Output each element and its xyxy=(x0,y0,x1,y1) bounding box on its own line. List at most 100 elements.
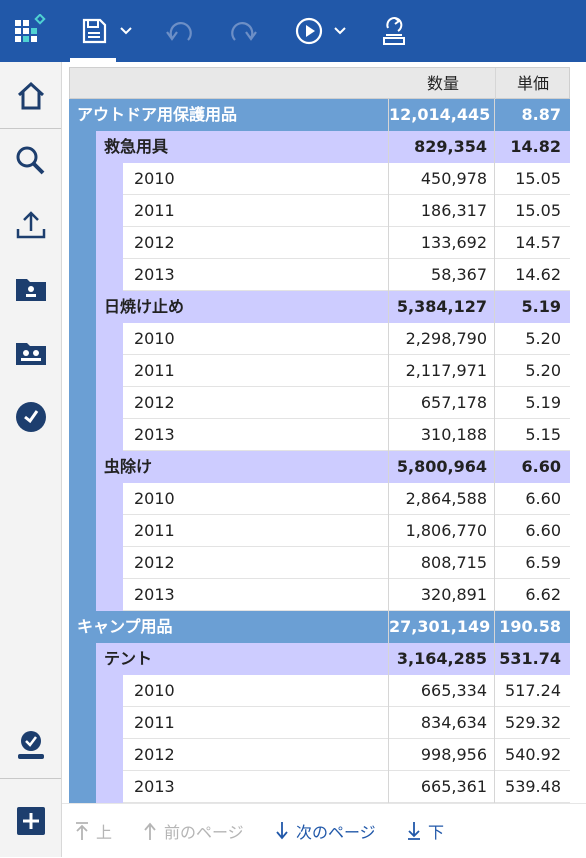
year-unit-price[interactable]: 6.59 xyxy=(525,553,561,572)
year-quantity[interactable]: 450,978 xyxy=(420,169,487,188)
chevron-down-icon[interactable] xyxy=(330,0,350,62)
search-icon[interactable] xyxy=(0,132,61,190)
year-quantity[interactable]: 808,715 xyxy=(420,553,487,572)
year-unit-price[interactable]: 540.92 xyxy=(505,745,561,764)
redo-icon[interactable] xyxy=(223,0,263,62)
first-page-button[interactable]: 上 xyxy=(74,804,112,858)
year-unit-price[interactable]: 5.19 xyxy=(525,393,561,412)
category-unit-price[interactable]: 8.87 xyxy=(521,105,561,124)
my-content-icon[interactable] xyxy=(0,260,61,318)
year-label[interactable]: 2012 xyxy=(134,745,175,764)
year-label[interactable]: 2010 xyxy=(134,169,175,188)
year-quantity[interactable]: 2,298,790 xyxy=(405,329,487,348)
subcategory-quantity[interactable]: 5,384,127 xyxy=(396,297,487,316)
year-label[interactable]: 2012 xyxy=(134,393,175,412)
year-quantity[interactable]: 310,188 xyxy=(420,425,487,444)
year-label[interactable]: 2013 xyxy=(134,777,175,796)
year-unit-price[interactable]: 14.62 xyxy=(515,265,561,284)
year-row[interactable]: 2011 2,117,971 5.20 xyxy=(69,355,570,387)
year-label[interactable]: 2010 xyxy=(134,489,175,508)
year-label[interactable]: 2010 xyxy=(134,681,175,700)
year-quantity[interactable]: 320,891 xyxy=(420,585,487,604)
category-row[interactable]: アウトドア用保護用品 12,014,445 8.87 xyxy=(69,99,570,131)
year-row[interactable]: 2010 665,334 517.24 xyxy=(69,675,570,707)
subcategory-label[interactable]: テント xyxy=(104,649,153,668)
new-icon[interactable] xyxy=(0,792,61,850)
year-row[interactable]: 2010 2,298,790 5.20 xyxy=(69,323,570,355)
subcategory-unit-price[interactable]: 531.74 xyxy=(499,649,561,668)
column-header-unit-price[interactable]: 単価 xyxy=(516,74,549,93)
chevron-down-icon[interactable] xyxy=(116,0,136,62)
year-unit-price[interactable]: 529.32 xyxy=(505,713,561,732)
year-label[interactable]: 2012 xyxy=(134,233,175,252)
subcategory-row[interactable]: 日焼け止め 5,384,127 5.19 xyxy=(69,291,570,323)
year-unit-price[interactable]: 5.20 xyxy=(525,329,561,348)
category-unit-price[interactable]: 190.58 xyxy=(499,617,561,636)
category-row[interactable]: キャンプ用品 27,301,149 190.58 xyxy=(69,611,570,643)
year-row[interactable]: 2011 186,317 15.05 xyxy=(69,195,570,227)
subcategory-quantity[interactable]: 829,354 xyxy=(414,137,487,156)
recent-icon[interactable] xyxy=(0,388,61,446)
year-label[interactable]: 2013 xyxy=(134,265,175,284)
year-row[interactable]: 2013 310,188 5.15 xyxy=(69,419,570,451)
subcategory-row[interactable]: 救急用具 829,354 14.82 xyxy=(69,131,570,163)
year-label[interactable]: 2013 xyxy=(134,585,175,604)
year-row[interactable]: 2013 665,361 539.48 xyxy=(69,771,570,803)
year-quantity[interactable]: 2,117,971 xyxy=(405,361,487,380)
subcategory-row[interactable]: テント 3,164,285 531.74 xyxy=(69,643,570,675)
run-icon[interactable] xyxy=(290,0,328,62)
subcategory-label[interactable]: 虫除け xyxy=(104,457,153,476)
year-row[interactable]: 2013 320,891 6.62 xyxy=(69,579,570,611)
subcategory-quantity[interactable]: 5,800,964 xyxy=(396,457,487,476)
export-icon[interactable] xyxy=(374,0,414,62)
my-account-icon[interactable] xyxy=(0,716,61,774)
app-logo-icon[interactable] xyxy=(6,0,54,62)
next-page-button[interactable]: 次のページ xyxy=(274,804,376,858)
year-label[interactable]: 2013 xyxy=(134,425,175,444)
year-quantity[interactable]: 1,806,770 xyxy=(405,521,487,540)
year-label[interactable]: 2011 xyxy=(134,521,175,540)
year-row[interactable]: 2010 2,864,588 6.60 xyxy=(69,483,570,515)
year-quantity[interactable]: 998,956 xyxy=(420,745,487,764)
previous-page-button[interactable]: 前のページ xyxy=(142,804,244,858)
team-content-icon[interactable] xyxy=(0,324,61,382)
year-quantity[interactable]: 834,634 xyxy=(420,713,487,732)
year-unit-price[interactable]: 6.60 xyxy=(525,489,561,508)
home-icon[interactable] xyxy=(0,67,61,125)
year-quantity[interactable]: 58,367 xyxy=(431,265,487,284)
undo-icon[interactable] xyxy=(160,0,200,62)
year-unit-price[interactable]: 14.57 xyxy=(515,233,561,252)
year-unit-price[interactable]: 5.15 xyxy=(525,425,561,444)
year-quantity[interactable]: 665,361 xyxy=(420,777,487,796)
category-label[interactable]: アウトドア用保護用品 xyxy=(77,105,238,124)
year-label[interactable]: 2011 xyxy=(134,713,175,732)
year-unit-price[interactable]: 15.05 xyxy=(515,169,561,188)
year-label[interactable]: 2010 xyxy=(134,329,175,348)
category-label[interactable]: キャンプ用品 xyxy=(77,617,173,636)
category-quantity[interactable]: 12,014,445 xyxy=(389,105,491,124)
subcategory-quantity[interactable]: 3,164,285 xyxy=(396,649,487,668)
year-row[interactable]: 2012 133,692 14.57 xyxy=(69,227,570,259)
year-quantity[interactable]: 186,317 xyxy=(420,201,487,220)
subcategory-label[interactable]: 救急用具 xyxy=(104,137,169,156)
subcategory-unit-price[interactable]: 5.19 xyxy=(521,297,561,316)
year-unit-price[interactable]: 6.60 xyxy=(525,521,561,540)
year-unit-price[interactable]: 6.62 xyxy=(525,585,561,604)
year-row[interactable]: 2013 58,367 14.62 xyxy=(69,259,570,291)
year-label[interactable]: 2011 xyxy=(134,201,175,220)
year-quantity[interactable]: 2,864,588 xyxy=(405,489,487,508)
year-label[interactable]: 2012 xyxy=(134,553,175,572)
year-unit-price[interactable]: 15.05 xyxy=(515,201,561,220)
subcategory-unit-price[interactable]: 6.60 xyxy=(521,457,561,476)
subcategory-unit-price[interactable]: 14.82 xyxy=(510,137,561,156)
category-quantity[interactable]: 27,301,149 xyxy=(389,617,491,636)
year-row[interactable]: 2012 657,178 5.19 xyxy=(69,387,570,419)
year-row[interactable]: 2010 450,978 15.05 xyxy=(69,163,570,195)
year-row[interactable]: 2012 808,715 6.59 xyxy=(69,547,570,579)
year-unit-price[interactable]: 5.20 xyxy=(525,361,561,380)
year-row[interactable]: 2011 1,806,770 6.60 xyxy=(69,515,570,547)
upload-icon[interactable] xyxy=(0,196,61,254)
subcategory-row[interactable]: 虫除け 5,800,964 6.60 xyxy=(69,451,570,483)
column-header-quantity[interactable]: 数量 xyxy=(426,74,459,93)
year-quantity[interactable]: 665,334 xyxy=(420,681,487,700)
